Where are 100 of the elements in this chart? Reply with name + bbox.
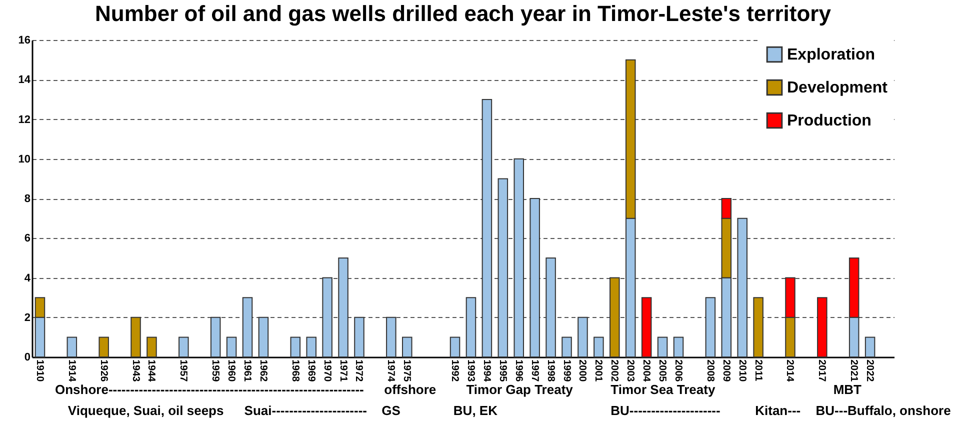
x-tick-label: 1971	[337, 360, 348, 382]
x-tick-label: 2014	[784, 360, 796, 382]
bar	[450, 336, 460, 358]
x-tick-label: 1995	[496, 360, 508, 382]
bar	[673, 336, 684, 358]
text: Viqueque, Suai, oil seeps	[68, 403, 224, 418]
x-tick-label: 1999	[560, 360, 572, 382]
bar	[210, 316, 221, 358]
x-tick-label: 1969	[305, 360, 316, 382]
bar	[466, 297, 476, 358]
x-tick-label: 2008	[704, 360, 716, 382]
x-tick-label: 1997	[528, 360, 540, 382]
bar	[258, 316, 269, 358]
bar	[610, 277, 620, 358]
x-tick-label: 2009	[720, 360, 732, 382]
x-tick-label: 2005	[656, 360, 668, 382]
bar	[66, 336, 78, 358]
bar	[290, 336, 301, 358]
x-tick-label: 2022	[864, 360, 876, 382]
bar	[386, 316, 396, 358]
bar	[322, 277, 332, 358]
x-tick-label: 1944	[146, 360, 157, 382]
bar	[130, 316, 141, 358]
bar	[482, 98, 492, 358]
y-tick-label: 14	[18, 74, 32, 86]
x-tick-label: 1960	[226, 360, 237, 382]
bar	[402, 336, 412, 358]
x-tick-label: 1943	[130, 360, 141, 382]
bar	[146, 336, 157, 358]
text: MBT	[833, 382, 862, 397]
legend-label: Development	[787, 80, 888, 96]
x-tick-label: 1974	[385, 360, 396, 382]
text: Timor Gap Treaty	[466, 382, 574, 397]
x-tick-label: 2017	[816, 360, 828, 382]
bar	[594, 336, 604, 358]
bar	[98, 336, 109, 358]
x-tick-label: 2011	[752, 360, 764, 382]
legend-label: Exploration	[787, 46, 876, 64]
text: BU, EK	[453, 403, 498, 418]
bar	[817, 297, 828, 358]
text: Onshore-----------------------------------------------------------	[54, 382, 364, 397]
bar	[514, 158, 524, 358]
text: offshore	[384, 382, 436, 397]
x-tick-label: 1959	[210, 360, 221, 382]
x-tick-label: 1972	[353, 360, 364, 382]
bar	[530, 198, 540, 358]
x-tick-label: 2006	[672, 360, 684, 382]
bar	[354, 316, 364, 358]
bar	[737, 218, 748, 358]
bar	[753, 297, 764, 358]
bar	[641, 297, 652, 358]
x-tick-label: 1914	[66, 360, 77, 382]
y-tick-label: 6	[24, 232, 30, 245]
text: Timor Sea Treaty	[610, 382, 716, 397]
bar	[864, 336, 876, 358]
bar	[178, 336, 189, 358]
x-tick-label: 1998	[544, 360, 556, 382]
x-tick-label: 1970	[321, 360, 332, 382]
x-tick-label: 1968	[289, 360, 300, 382]
text: BU---Buffalo, onshore	[816, 403, 951, 418]
x-tick-label: 2004	[640, 360, 652, 382]
bar	[657, 336, 668, 358]
bar	[306, 336, 316, 358]
x-tick-label: 1962	[257, 360, 268, 382]
y-tick-label: 4	[24, 272, 32, 284]
x-tick-label: 1957	[178, 360, 189, 382]
bar	[705, 297, 716, 358]
x-tick-label: 1994	[480, 360, 492, 382]
bar	[338, 257, 348, 358]
bar	[562, 336, 572, 358]
text: GS	[382, 403, 401, 418]
bar	[498, 178, 508, 358]
text: BU---------------------	[610, 403, 720, 418]
y-tick-label: 0	[24, 352, 30, 364]
x-tick-label: 2010	[736, 360, 748, 382]
x-tick-label: 1910	[34, 360, 45, 382]
x-tick-label: 1992	[449, 360, 460, 382]
y-tick-label: 2	[24, 312, 30, 324]
x-tick-label: 1993	[464, 360, 476, 382]
text: Suai----------------------	[244, 403, 368, 418]
x-tick-label: 1996	[512, 360, 524, 382]
text: Kitan---	[755, 403, 801, 418]
legend-label: Production	[787, 112, 872, 130]
bar	[546, 257, 556, 358]
x-tick-label: 2000	[576, 360, 588, 382]
y-tick-label: 10	[18, 153, 30, 166]
x-tick-label: 2003	[624, 360, 636, 382]
bar	[242, 297, 253, 358]
y-tick-label: 12	[18, 114, 30, 126]
x-tick-label: 2021	[848, 360, 860, 382]
x-tick-label: 1975	[401, 360, 412, 382]
chart-title: Number of oil and gas wells drilled each year in Timor-Leste's territory	[95, 1, 832, 26]
x-tick-label: 2002	[608, 360, 620, 382]
x-tick-label: 1961	[242, 360, 252, 382]
bar	[578, 316, 588, 358]
bar	[226, 336, 237, 358]
x-tick-label: 1926	[98, 360, 109, 382]
y-tick-label: 8	[24, 193, 30, 205]
x-tick-label: 2001	[592, 360, 604, 382]
y-tick-label: 16	[18, 34, 30, 46]
